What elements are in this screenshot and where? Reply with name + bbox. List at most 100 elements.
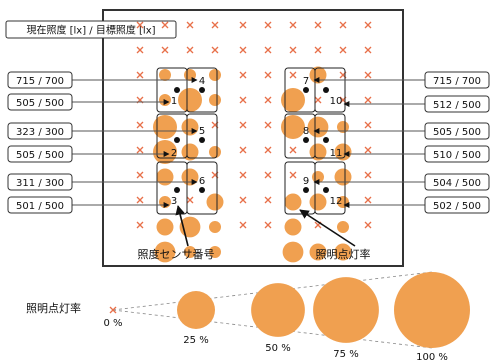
right-callout-box — [424, 173, 490, 191]
off-lamp-mark — [239, 196, 247, 204]
off-lamp-mark — [136, 71, 144, 79]
sensor-dot — [303, 187, 309, 193]
left-callout-box — [7, 173, 73, 191]
sensor-zone — [314, 113, 346, 159]
sensor-number: 11 — [330, 148, 343, 159]
lamp — [206, 193, 224, 211]
sensor-dot — [199, 187, 205, 193]
lamp — [209, 146, 221, 158]
off-lamp-mark — [289, 21, 297, 29]
header-label: 現在照度 [lx] / 目標照度 [lx] — [26, 24, 155, 37]
right-callout-text: 715 / 700 — [433, 76, 481, 87]
legend: 照明点灯率 0 % 25 % 50 % 75 % 100 % — [26, 271, 470, 363]
lamp-rate-annotation: 照明点灯率 — [316, 247, 371, 261]
off-lamp-mark — [136, 146, 144, 154]
lamp — [159, 196, 171, 208]
off-lamp-mark — [264, 221, 272, 229]
left-callout-box — [7, 71, 73, 89]
lamp — [209, 69, 221, 81]
off-lamp-mark — [136, 196, 144, 204]
left-callout-text: 501 / 500 — [16, 201, 64, 212]
callout-lines — [72, 77, 425, 208]
sensor-dot — [323, 187, 329, 193]
sensor-dot — [303, 137, 309, 143]
lamp — [156, 168, 174, 186]
off-lamp-mark — [239, 96, 247, 104]
room-frame — [102, 9, 404, 267]
sensor-number: 5 — [199, 126, 205, 137]
sensor-number: 12 — [330, 196, 343, 207]
lamp — [159, 69, 171, 81]
legend-label: 100 % — [416, 352, 448, 363]
lamp — [337, 121, 349, 133]
off-lamp-mark — [364, 196, 372, 204]
off-lamp-mark — [136, 221, 144, 229]
off-lamp-mark — [239, 46, 247, 54]
off-lamp-mark — [239, 71, 247, 79]
lamp-rate-arrow — [299, 209, 356, 247]
sensor-zone — [186, 67, 218, 113]
off-lamp-mark — [314, 21, 322, 29]
off-lamp-mark — [239, 171, 247, 179]
sensor-number: 9 — [303, 176, 309, 187]
lamp — [337, 221, 349, 233]
off-lamp-mark — [264, 171, 272, 179]
off-lamp-mark — [161, 46, 169, 54]
off-lamp-mark — [136, 121, 144, 129]
sensor-number: 1 — [171, 96, 177, 107]
lamp — [284, 218, 302, 236]
legend-label: 0 % — [103, 318, 122, 329]
legend-lamp — [313, 277, 379, 343]
callouts-layer: 715 / 700 505 / 500 323 / 300 505 / 500 311 … — [7, 71, 490, 214]
lamp — [309, 143, 327, 161]
lamp — [209, 246, 221, 258]
legend-title: 照明点灯率 — [26, 301, 81, 315]
off-lamp-mark — [364, 21, 372, 29]
off-lamp-mark — [264, 196, 272, 204]
lamp — [181, 118, 199, 136]
left-callout-text: 505 / 500 — [16, 150, 64, 161]
off-lamp-mark — [339, 21, 347, 29]
off-lamp-mark — [264, 121, 272, 129]
off-lamp-mark — [211, 21, 219, 29]
off-lamp-mark — [161, 21, 169, 29]
lamp — [156, 218, 174, 236]
sensor-number: 6 — [199, 176, 205, 187]
lamp — [309, 243, 327, 261]
sensor-number: 3 — [171, 196, 177, 207]
sensor-dot — [323, 137, 329, 143]
sensor-dot — [199, 137, 205, 143]
sensor-number-arrow — [175, 205, 189, 247]
lamp — [309, 66, 327, 84]
right-callout-text: 510 / 500 — [433, 150, 481, 161]
off-lamp-mark — [289, 171, 297, 179]
legend-label: 75 % — [333, 349, 358, 360]
off-lamp-mark — [264, 46, 272, 54]
sensor-dot — [174, 137, 180, 143]
left-callout-text: 323 / 300 — [16, 127, 64, 138]
lamp — [159, 94, 171, 106]
off-lamp-mark — [264, 146, 272, 154]
off-lamp-mark — [364, 96, 372, 104]
off-lamp-mark — [364, 46, 372, 54]
lamp — [312, 171, 324, 183]
off-lamp-mark — [289, 46, 297, 54]
sensor-dot — [174, 87, 180, 93]
lamp — [184, 246, 196, 258]
off-lamp-mark — [364, 121, 372, 129]
sensor-number: 7 — [303, 76, 309, 87]
lamp — [209, 221, 221, 233]
right-callout-box — [424, 95, 490, 113]
right-callout-text: 502 / 500 — [433, 201, 481, 212]
off-lamp-mark — [136, 46, 144, 54]
off-lamp-mark — [239, 221, 247, 229]
right-callout-text: 505 / 500 — [433, 127, 481, 138]
legend-label: 50 % — [265, 343, 290, 354]
lamp — [307, 116, 329, 138]
lamp — [309, 193, 327, 211]
right-callout-text: 504 / 500 — [433, 178, 481, 189]
legend-lamp — [394, 272, 470, 348]
legend-label: 25 % — [183, 335, 208, 346]
off-lamp-mark — [239, 121, 247, 129]
left-callout-text: 715 / 700 — [16, 76, 64, 87]
